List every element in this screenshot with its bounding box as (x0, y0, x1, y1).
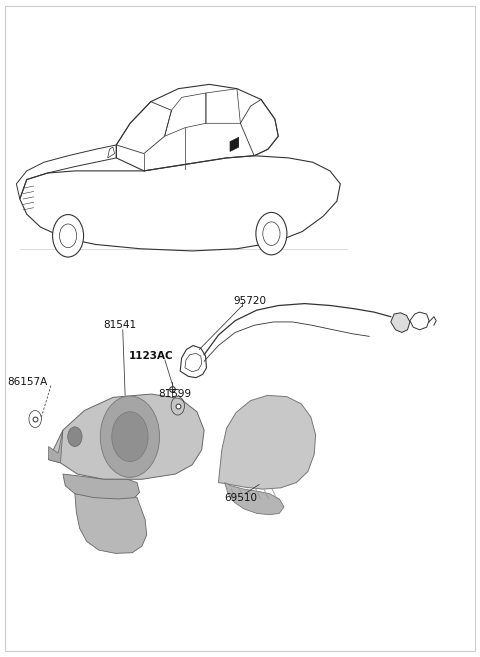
Circle shape (53, 215, 84, 257)
Polygon shape (218, 396, 316, 489)
Circle shape (100, 396, 159, 478)
Polygon shape (75, 492, 147, 553)
Polygon shape (48, 394, 204, 480)
Circle shape (68, 427, 82, 447)
Polygon shape (225, 483, 284, 514)
Polygon shape (391, 313, 410, 332)
Text: 81541: 81541 (103, 320, 136, 330)
Polygon shape (48, 430, 63, 463)
Polygon shape (230, 137, 239, 151)
Text: 69510: 69510 (225, 493, 257, 503)
Text: 1123AC: 1123AC (129, 351, 174, 361)
Text: 86157A: 86157A (7, 377, 47, 387)
Circle shape (112, 412, 148, 462)
Polygon shape (63, 474, 140, 499)
Text: 81599: 81599 (158, 389, 191, 399)
Circle shape (256, 212, 287, 255)
Text: 95720: 95720 (233, 296, 266, 306)
